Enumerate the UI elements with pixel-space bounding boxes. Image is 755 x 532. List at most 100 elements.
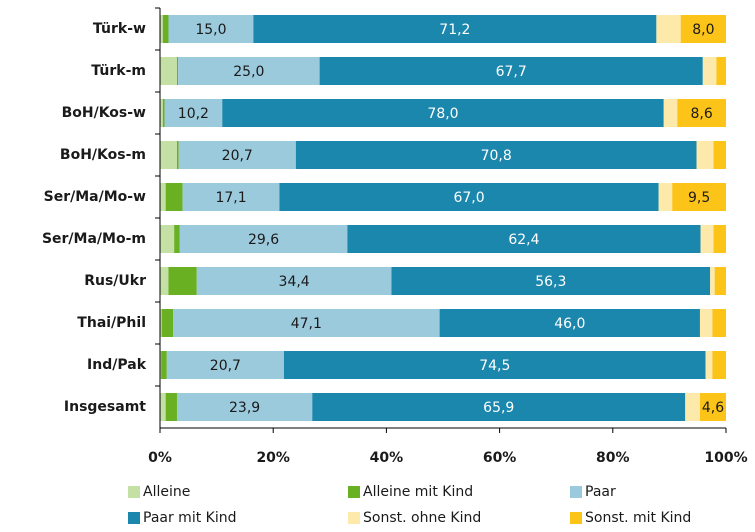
bar-segment	[658, 183, 673, 211]
value-label: 8,0	[692, 22, 714, 38]
value-label: 71,2	[439, 22, 470, 38]
bar-segment	[173, 309, 440, 337]
bar-segment	[253, 15, 657, 43]
bar-segment	[168, 15, 254, 43]
bar-segment	[165, 183, 183, 211]
bar-segment	[699, 393, 726, 421]
bar-segment	[160, 393, 166, 421]
value-label: 56,3	[535, 274, 566, 290]
legend-swatch	[128, 486, 140, 498]
bar-segment	[164, 99, 223, 127]
value-label: 62,4	[508, 232, 539, 248]
value-label: 20,7	[210, 358, 241, 374]
bar-segment	[712, 309, 726, 337]
bar-segment	[160, 57, 177, 85]
bar-segment	[160, 309, 162, 337]
bar-segment	[713, 225, 726, 253]
bar-segment	[712, 351, 726, 379]
bar-segment	[710, 267, 715, 295]
bar-segment	[176, 393, 313, 421]
bar-segment	[160, 351, 162, 379]
category-label: BoH/Kos-m	[60, 147, 146, 163]
bar-segment	[702, 57, 717, 85]
legend-swatch	[348, 512, 360, 524]
category-label: Ser/Ma/Mo-w	[44, 189, 146, 205]
value-label: 47,1	[291, 316, 322, 332]
bar-segment	[663, 99, 678, 127]
bar-segment	[685, 393, 700, 421]
bar-segment	[699, 309, 713, 337]
value-label: 17,1	[215, 190, 246, 206]
bar-segment	[283, 351, 706, 379]
legend-label: Paar	[585, 484, 616, 500]
bar-segment	[222, 99, 664, 127]
bar-segment	[705, 351, 713, 379]
category-label: Türk-w	[93, 21, 146, 37]
bar-segment	[656, 15, 681, 43]
bar-segment	[439, 309, 700, 337]
legend-label: Alleine mit Kind	[363, 484, 473, 500]
bar-segment	[176, 141, 179, 169]
value-label: 20,7	[222, 148, 253, 164]
bar-segment	[295, 141, 697, 169]
category-label: Ser/Ma/Mo-m	[42, 231, 146, 247]
bar-segment	[677, 99, 726, 127]
value-label: 23,9	[229, 400, 260, 416]
bar-segment	[672, 183, 726, 211]
legend-swatch	[128, 512, 140, 524]
bar-segment	[279, 183, 659, 211]
bar-segment	[176, 57, 179, 85]
category-label: Rus/Ukr	[84, 273, 146, 289]
legend-label: Alleine	[143, 484, 190, 500]
bar-segment	[160, 225, 175, 253]
bar-segment	[391, 267, 711, 295]
bar-segment	[696, 141, 714, 169]
bar-segment	[165, 393, 177, 421]
bar-segment	[162, 15, 169, 43]
value-label: 78,0	[427, 106, 458, 122]
bar-segment	[319, 57, 703, 85]
bar-segment	[680, 15, 726, 43]
bar-segment	[160, 141, 177, 169]
value-label: 4,6	[702, 400, 724, 416]
bar-segment	[179, 225, 348, 253]
bar-segment	[168, 267, 197, 295]
value-label: 67,0	[453, 190, 484, 206]
bar-segment	[700, 225, 714, 253]
bar-segment	[312, 393, 686, 421]
legend-label: Paar mit Kind	[143, 510, 236, 526]
bar-segment	[162, 99, 165, 127]
category-label: Türk-m	[91, 63, 146, 79]
value-label: 9,5	[688, 190, 710, 206]
category-label: Insgesamt	[64, 399, 146, 415]
bar-segment	[714, 267, 726, 295]
bar-segment	[178, 57, 320, 85]
bar-segment	[174, 225, 180, 253]
legend-label: Sonst. mit Kind	[585, 510, 691, 526]
bar-segment	[166, 351, 284, 379]
bar-segment	[713, 141, 726, 169]
value-label: 34,4	[279, 274, 310, 290]
bar-segment	[160, 267, 169, 295]
value-label: 70,8	[481, 148, 512, 164]
x-tick-label: 40%	[370, 450, 404, 466]
x-tick-label: 60%	[483, 450, 517, 466]
bar-segment	[347, 225, 701, 253]
bar-segment	[182, 183, 280, 211]
bar-segment	[716, 57, 726, 85]
legend-label: Sonst. ohne Kind	[363, 510, 481, 526]
bar-segment	[160, 15, 163, 43]
category-label: Ind/Pak	[87, 357, 147, 373]
bar-segment	[161, 309, 174, 337]
value-label: 65,9	[483, 400, 514, 416]
x-tick-label: 20%	[256, 450, 290, 466]
bar-segment	[160, 99, 163, 127]
bar-segment	[178, 141, 296, 169]
value-label: 29,6	[248, 232, 279, 248]
category-label: BoH/Kos-w	[62, 105, 146, 121]
x-tick-label: 100%	[704, 450, 747, 466]
x-tick-label: 80%	[596, 450, 630, 466]
bar-segment	[161, 351, 167, 379]
x-tick-label: 0%	[148, 450, 172, 466]
